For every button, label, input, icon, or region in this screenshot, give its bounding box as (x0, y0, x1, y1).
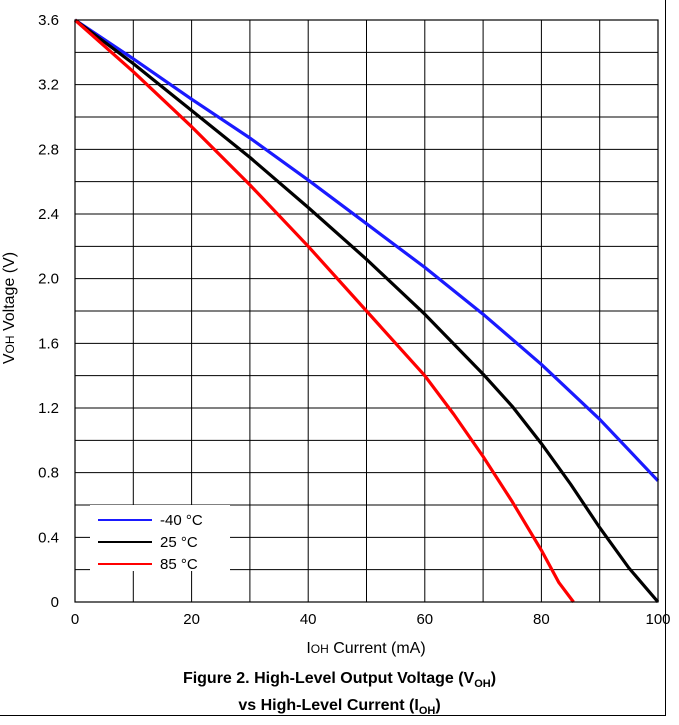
series-line (74, 18, 660, 604)
series-line (74, 18, 660, 482)
y-tick-label: 0.8 (38, 465, 59, 482)
series-line (73, 18, 575, 603)
y-tick-label: 2.4 (38, 206, 59, 223)
y-tick-label: 3.6 (38, 12, 59, 29)
tick-labels: 0 20 40 60 80 100 0 0.4 0.8 1.2 1.6 2.0 2.4 2.8 3.2 3.6 (38, 12, 670, 628)
legend-label: -40 °C (160, 512, 203, 529)
plot-area (74, 19, 659, 603)
x-axis-label: IOH Current (mA) (306, 640, 425, 657)
y-tick-label: 1.2 (38, 400, 59, 417)
chart: 0 20 40 60 80 100 0 0.4 0.8 1.2 1.6 2.0 2.4 2.8 3.2 3.6… (1, 12, 671, 657)
y-tick-label: 0.4 (38, 529, 59, 546)
y-tick-label: 2.0 (38, 271, 59, 288)
x-tick-label: 20 (183, 611, 200, 628)
series-layer (73, 18, 660, 604)
legend-label: 85 °C (160, 556, 198, 573)
x-tick-label: 100 (645, 611, 670, 628)
caption-line-2: vs High-Level Current (IOH) (238, 697, 441, 718)
legend-box (90, 505, 230, 571)
x-tick-label: 40 (300, 611, 317, 628)
figure-frame (0, 0, 666, 716)
y-tick-label: 3.2 (38, 77, 59, 94)
y-axis-label: VOH Voltage (V) (1, 252, 18, 364)
x-tick-label: 80 (533, 611, 550, 628)
caption-line-1: Figure 2. High-Level Output Voltage (VOH… (182, 670, 497, 691)
y-tick-label: 2.8 (38, 141, 59, 158)
y-tick-label: 1.6 (38, 335, 59, 352)
legend: -40 °C 25 °C 85 °C (90, 505, 230, 573)
x-tick-label: 0 (71, 611, 79, 628)
legend-label: 25 °C (160, 534, 198, 551)
y-tick-label: 0 (51, 594, 59, 611)
figure-caption: Figure 2. High-Level Output Voltage (VOH… (0, 668, 679, 722)
x-tick-label: 60 (416, 611, 433, 628)
